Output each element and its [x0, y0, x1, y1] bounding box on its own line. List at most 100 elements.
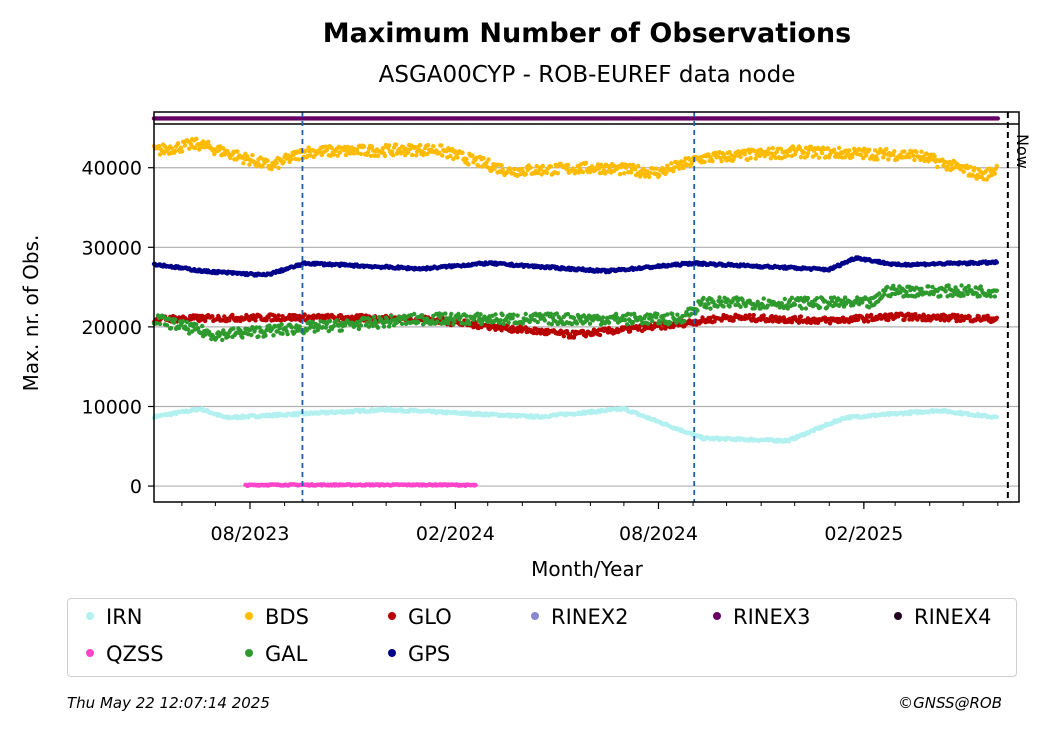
point-bds	[748, 155, 753, 161]
chart-subtitle: ASGA00CYP - ROB-EUREF data node	[379, 62, 796, 88]
point-glo	[276, 313, 281, 318]
point-gal	[279, 322, 284, 327]
point-bds	[770, 146, 775, 151]
point-bds	[450, 146, 455, 152]
y-tick-label: 10000	[82, 396, 142, 418]
point-bds	[398, 151, 404, 156]
point-gal	[782, 296, 787, 302]
point-bds	[911, 153, 916, 158]
point-bds	[499, 163, 504, 168]
point-bds	[331, 152, 336, 157]
point-bds	[403, 146, 409, 152]
point-gal	[452, 319, 457, 324]
point-bds	[175, 141, 181, 146]
point-bds	[476, 164, 481, 169]
point-gal	[327, 319, 332, 324]
y-axis-label: Max. nr. of Obs.	[19, 235, 43, 392]
point-gal	[443, 311, 448, 316]
point-bds	[418, 142, 423, 148]
point-gal	[464, 313, 469, 319]
point-bds	[583, 160, 589, 166]
point-bds	[235, 149, 240, 154]
point-bds	[580, 169, 586, 175]
point-gal	[885, 284, 890, 290]
point-glo	[761, 313, 766, 318]
point-gal	[665, 312, 670, 317]
point-bds	[664, 170, 669, 175]
point-bds	[907, 155, 912, 160]
point-bds	[393, 142, 399, 147]
point-gal	[226, 334, 231, 339]
point-bds	[250, 153, 255, 158]
point-bds	[329, 145, 334, 151]
point-gal	[789, 295, 795, 300]
point-bds	[306, 145, 311, 150]
point-gal	[658, 321, 663, 326]
point-gal	[467, 321, 472, 327]
point-qzss	[473, 482, 478, 488]
point-bds	[369, 144, 375, 149]
point-bds	[260, 164, 265, 169]
point-gal	[727, 304, 732, 309]
point-gal	[435, 319, 440, 324]
point-bds	[825, 146, 831, 151]
point-bds	[247, 162, 252, 167]
point-bds	[914, 149, 919, 155]
point-bds	[836, 145, 842, 150]
point-bds	[766, 146, 771, 151]
point-bds	[358, 151, 364, 157]
point-gal	[375, 325, 381, 330]
point-bds	[414, 153, 419, 158]
point-bds	[182, 143, 188, 148]
point-bds	[492, 166, 497, 171]
point-gal	[334, 318, 339, 323]
point-bds	[193, 145, 198, 151]
point-gal	[399, 321, 405, 326]
point-bds	[881, 155, 886, 160]
point-bds	[651, 166, 656, 171]
point-bds	[500, 167, 505, 172]
point-gal	[695, 308, 700, 313]
point-gal	[682, 318, 687, 324]
y-tick-label: 30000	[82, 237, 142, 259]
point-gal	[994, 288, 999, 293]
point-gal	[650, 318, 655, 324]
point-gal	[655, 311, 660, 317]
point-bds	[187, 146, 192, 151]
point-bds	[636, 163, 641, 169]
point-gal	[548, 311, 553, 316]
point-gal	[966, 284, 971, 289]
point-bds	[627, 162, 633, 168]
point-bds	[410, 152, 415, 158]
point-bds	[798, 155, 804, 160]
point-glo	[747, 312, 752, 318]
point-bds	[719, 159, 724, 164]
point-gal	[172, 317, 178, 322]
point-bds	[289, 156, 294, 162]
point-bds	[269, 167, 274, 172]
point-gal	[381, 324, 387, 329]
point-bds	[801, 150, 807, 155]
point-gal	[535, 319, 540, 325]
x-tick-label: 02/2025	[824, 523, 903, 545]
point-bds	[365, 150, 371, 155]
x-tick-label: 08/2023	[211, 523, 290, 545]
point-bds	[886, 157, 891, 162]
point-bds	[156, 143, 162, 149]
point-gal	[624, 322, 630, 327]
point-gal	[388, 313, 394, 318]
point-gal	[231, 326, 236, 331]
point-bds	[361, 144, 367, 149]
point-gal	[721, 304, 726, 309]
point-bds	[437, 150, 442, 155]
point-bds	[710, 159, 715, 164]
point-bds	[386, 143, 392, 148]
point-bds	[464, 156, 469, 162]
point-bds	[528, 165, 533, 170]
point-bds	[466, 162, 471, 167]
point-bds	[523, 171, 528, 177]
point-gal	[358, 323, 364, 328]
point-bds	[785, 153, 790, 158]
point-gal	[285, 331, 290, 337]
